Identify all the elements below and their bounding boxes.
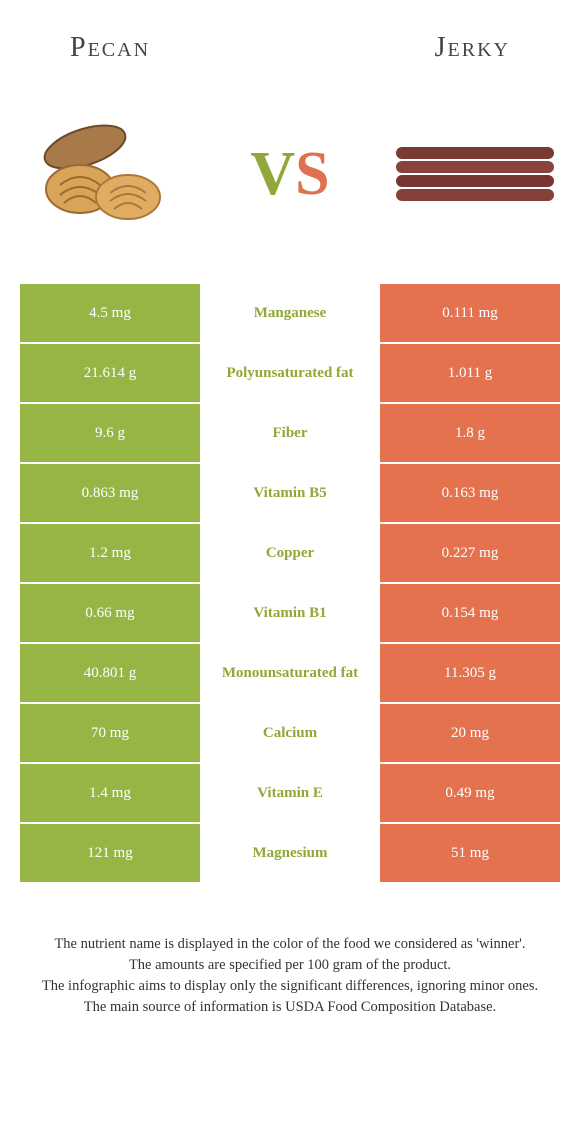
left-value: 0.66 mg <box>20 584 200 642</box>
left-value: 121 mg <box>20 824 200 882</box>
nutrient-label: Fiber <box>200 404 380 462</box>
footer-line: The main source of information is USDA F… <box>30 997 550 1018</box>
table-row: 40.801 gMonounsaturated fat11.305 g <box>20 644 560 702</box>
footer-line: The infographic aims to display only the… <box>30 976 550 997</box>
right-value: 0.111 mg <box>380 284 560 342</box>
pecan-image <box>20 114 190 234</box>
table-row: 0.66 mgVitamin B10.154 mg <box>20 584 560 642</box>
right-value: 0.154 mg <box>380 584 560 642</box>
nutrient-label: Vitamin E <box>200 764 380 822</box>
right-value: 51 mg <box>380 824 560 882</box>
left-value: 4.5 mg <box>20 284 200 342</box>
right-value: 0.227 mg <box>380 524 560 582</box>
vs-v: V <box>250 140 295 208</box>
footer-line: The amounts are specified per 100 gram o… <box>30 955 550 976</box>
nutrient-label: Monounsaturated fat <box>200 644 380 702</box>
left-value: 21.614 g <box>20 344 200 402</box>
header: Pecan Jerky <box>0 0 580 84</box>
left-value: 0.863 mg <box>20 464 200 522</box>
right-value: 1.011 g <box>380 344 560 402</box>
comparison-table: 4.5 mgManganese0.111 mg21.614 gPolyunsat… <box>20 284 560 882</box>
right-value: 0.49 mg <box>380 764 560 822</box>
right-food-title: Jerky <box>435 32 510 64</box>
table-row: 4.5 mgManganese0.111 mg <box>20 284 560 342</box>
right-value: 0.163 mg <box>380 464 560 522</box>
vs-row: VS <box>0 84 580 284</box>
nutrient-label: Calcium <box>200 704 380 762</box>
table-row: 21.614 gPolyunsaturated fat1.011 g <box>20 344 560 402</box>
nutrient-label: Polyunsaturated fat <box>200 344 380 402</box>
nutrient-label: Magnesium <box>200 824 380 882</box>
nutrient-label: Copper <box>200 524 380 582</box>
vs-s: S <box>295 140 329 208</box>
left-value: 40.801 g <box>20 644 200 702</box>
vs-label: VS <box>250 139 329 210</box>
right-value: 20 mg <box>380 704 560 762</box>
jerky-image <box>390 114 560 234</box>
nutrient-label: Vitamin B1 <box>200 584 380 642</box>
footer-notes: The nutrient name is displayed in the co… <box>0 884 580 1018</box>
left-value: 9.6 g <box>20 404 200 462</box>
left-value: 70 mg <box>20 704 200 762</box>
nutrient-label: Manganese <box>200 284 380 342</box>
table-row: 70 mgCalcium20 mg <box>20 704 560 762</box>
table-row: 1.2 mgCopper0.227 mg <box>20 524 560 582</box>
left-value: 1.2 mg <box>20 524 200 582</box>
table-row: 0.863 mgVitamin B50.163 mg <box>20 464 560 522</box>
nutrient-label: Vitamin B5 <box>200 464 380 522</box>
footer-line: The nutrient name is displayed in the co… <box>30 934 550 955</box>
left-food-title: Pecan <box>70 32 150 64</box>
table-row: 1.4 mgVitamin E0.49 mg <box>20 764 560 822</box>
right-value: 11.305 g <box>380 644 560 702</box>
table-row: 9.6 gFiber1.8 g <box>20 404 560 462</box>
right-value: 1.8 g <box>380 404 560 462</box>
table-row: 121 mgMagnesium51 mg <box>20 824 560 882</box>
left-value: 1.4 mg <box>20 764 200 822</box>
